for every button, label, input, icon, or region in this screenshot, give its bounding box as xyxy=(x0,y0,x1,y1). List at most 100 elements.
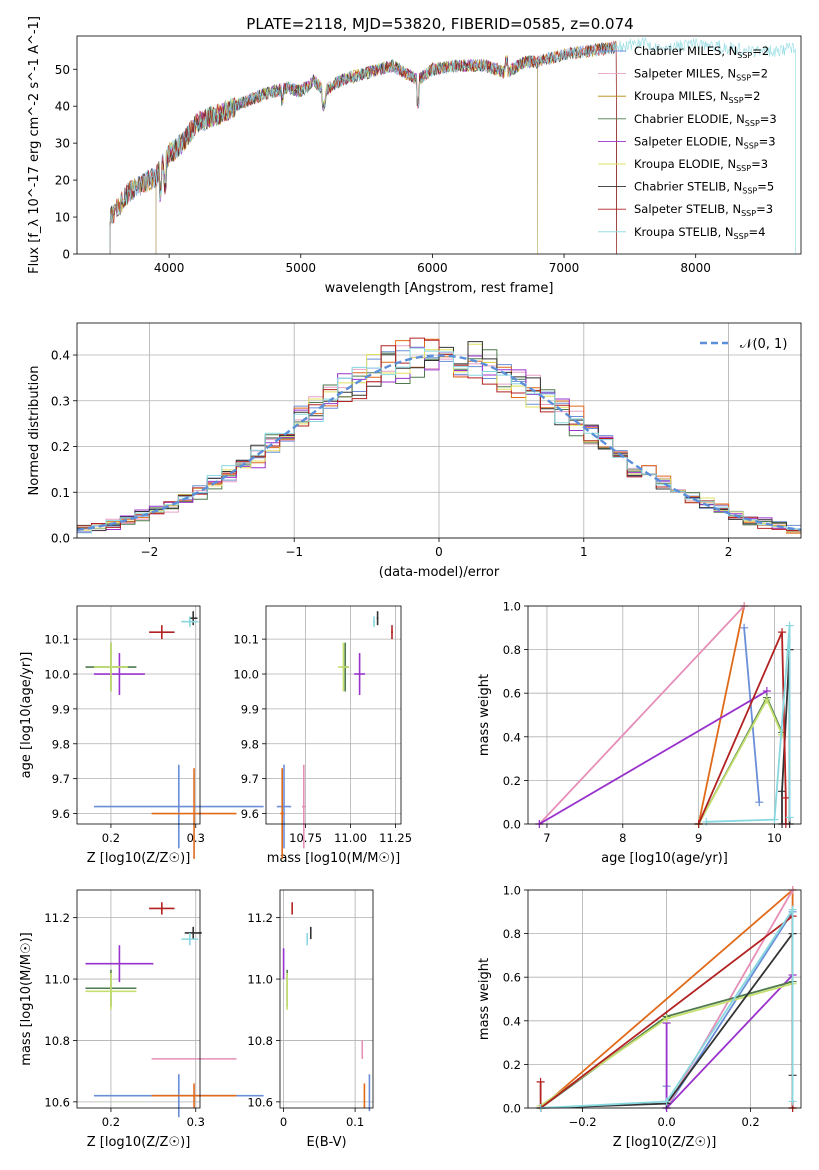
y-tick-label: 11.0 xyxy=(44,973,70,987)
legend-entry: Salpeter STELIB, NSSP=3 xyxy=(634,202,773,218)
data-point xyxy=(376,611,379,626)
weight-marker xyxy=(785,813,794,822)
histograms xyxy=(77,337,801,534)
y-tick-label: 0.0 xyxy=(51,532,70,546)
data-point xyxy=(184,926,202,940)
y-tick-label: 10.6 xyxy=(247,1095,273,1109)
legend-entry: Kroupa ELODIE, NSSP=3 xyxy=(634,157,768,173)
axes-frame xyxy=(76,35,802,255)
y-tick-label: 10.1 xyxy=(44,633,70,647)
x-axis-label: mass [log10(M/M☉)] xyxy=(267,851,400,866)
weight-marker xyxy=(778,628,787,637)
y-tick-label: 1.0 xyxy=(503,884,521,898)
y-tick-label: 0.4 xyxy=(503,1014,521,1028)
data-point xyxy=(149,625,175,640)
x-tick-label: 8000 xyxy=(680,261,711,275)
x-tick-label: 0.3 xyxy=(187,831,205,845)
y-tick-label: 10.6 xyxy=(44,1095,70,1109)
y-tick-label: 40 xyxy=(55,100,70,114)
weight-marker xyxy=(785,621,794,630)
y-axis-label: age [log10(age/yr)] xyxy=(19,652,34,779)
y-tick-label: 0.4 xyxy=(51,349,70,363)
y-tick-label: 1.0 xyxy=(503,600,521,614)
x-tick-label: 0 xyxy=(435,545,443,559)
weight-marker xyxy=(755,798,764,807)
data-point xyxy=(338,642,349,692)
x-tick-label: 0.0 xyxy=(657,1115,675,1129)
x-axis-label: Z [log10(Z/Z☉)] xyxy=(613,1135,717,1150)
data-point xyxy=(85,972,137,1010)
weight-marker xyxy=(662,1014,671,1023)
x-tick-label: 6000 xyxy=(417,261,448,275)
spectrum-series-line xyxy=(109,40,617,254)
normal-curve xyxy=(77,354,801,532)
weight-series-line xyxy=(706,625,791,823)
weight-marker xyxy=(740,623,749,632)
x-tick-label: 0.2 xyxy=(102,831,120,845)
error-bars xyxy=(85,611,264,859)
chart-age-mass: 10.75 11.00 11.25 9.6 9.7 9.8 9.9 10.0 10.1 mass … xyxy=(233,605,412,866)
y-tick-label: 9.6 xyxy=(52,807,70,821)
y-tick-label: 10.0 xyxy=(44,668,70,682)
axes-frame xyxy=(76,889,201,1109)
x-tick-label: 0.3 xyxy=(187,1115,205,1129)
legend-entry: Kroupa STELIB, NSSP=4 xyxy=(634,225,765,241)
y-tick-label: 0.6 xyxy=(503,687,521,701)
x-tick-label: 8 xyxy=(619,831,626,845)
x-tick-label: 9 xyxy=(695,831,702,845)
x-tick-label: 2 xyxy=(725,545,733,559)
y-tick-label: 0.2 xyxy=(503,774,521,788)
x-tick-label: 10 xyxy=(767,831,782,845)
x-axis-label: Z [log10(Z/Z☉)] xyxy=(87,1135,191,1150)
y-tick-label: 9.7 xyxy=(52,772,70,786)
axes-frame xyxy=(265,605,402,825)
weight-marker xyxy=(788,905,797,914)
y-tick-label: 0.2 xyxy=(51,440,70,454)
data-point xyxy=(93,653,145,695)
y-tick-label: 0.0 xyxy=(503,818,521,832)
data-point xyxy=(149,902,175,915)
data-point xyxy=(276,764,292,849)
y-tick-label: 0.1 xyxy=(51,486,70,500)
weight-series-line xyxy=(540,906,794,1109)
axes-frame xyxy=(527,605,802,825)
error-bars xyxy=(276,611,393,859)
y-tick-label: 20 xyxy=(55,174,70,188)
axes-frame xyxy=(76,322,802,539)
weight-lines xyxy=(535,602,794,828)
x-axis-label: wavelength [Angstrom, rest frame] xyxy=(325,281,554,296)
weight-marker xyxy=(702,817,711,826)
data-point xyxy=(280,768,284,859)
weight-marker xyxy=(788,1097,797,1106)
x-tick-label: 11.25 xyxy=(379,831,412,845)
data-point xyxy=(93,642,128,692)
x-tick-label: 0.1 xyxy=(346,1115,364,1129)
y-tick-label: 0.4 xyxy=(503,730,521,744)
chart-residuals: −2 −1 0 1 2 0.0 0.1 0.2 0.3 0.4 (data-model)/error… xyxy=(27,322,802,580)
y-axis-label: mass weight xyxy=(477,674,492,756)
y-tick-label: 10.0 xyxy=(233,668,259,682)
data-point xyxy=(151,1083,237,1108)
y-tick-label: 0.6 xyxy=(503,971,521,985)
weight-marker xyxy=(536,1077,545,1086)
y-tick-label: 0.2 xyxy=(503,1058,521,1072)
error-bars xyxy=(85,902,264,1118)
weight-series-line xyxy=(538,605,745,825)
spectrum-lines xyxy=(109,37,796,254)
y-tick-label: 10.8 xyxy=(44,1034,70,1048)
x-tick-label: 10.75 xyxy=(289,831,322,845)
data-point xyxy=(93,764,264,849)
axes-frame xyxy=(76,605,201,825)
axes-frame xyxy=(527,889,802,1109)
x-tick-label: 0 xyxy=(280,1115,287,1129)
weight-marker xyxy=(770,815,779,824)
x-tick-label: 11.00 xyxy=(334,831,367,845)
chart-title: PLATE=2118, MJD=53820, FIBERID=0585, z=0… xyxy=(246,15,633,33)
y-tick-label: 9.6 xyxy=(241,807,259,821)
y-tick-label: 9.9 xyxy=(241,702,259,716)
chart-age-z: 0.2 0.3 9.6 9.7 9.8 9.9 10.0 10.1 Z [log10(Z/Z☉)… xyxy=(19,605,264,866)
weight-marker xyxy=(762,695,771,704)
y-axis-label: mass weight xyxy=(477,958,492,1040)
x-tick-label: 0.2 xyxy=(741,1115,759,1129)
